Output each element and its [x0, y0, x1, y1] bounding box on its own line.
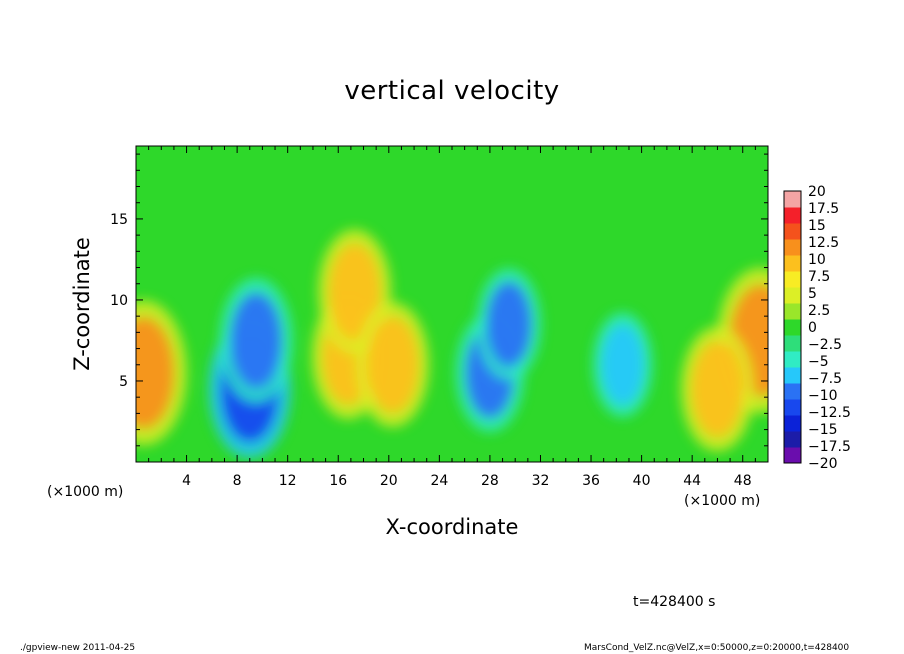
colorbar-label: −2.5	[808, 337, 842, 353]
colorbar-label: 10	[808, 252, 826, 268]
colorbar-segment	[784, 447, 801, 464]
colorbar-segment	[784, 239, 801, 256]
colorbar-label: 12.5	[808, 235, 839, 251]
footer-left: ./gpview-new 2011-04-25	[20, 643, 136, 653]
y-axis-label: Z-coordinate	[70, 237, 94, 371]
colorbar-label: −20	[808, 456, 838, 472]
x-tick-label: 24	[430, 473, 448, 489]
y-tick-label: 10	[110, 293, 128, 309]
heatmap-updraft	[366, 316, 419, 413]
heatmap-updraft	[328, 243, 381, 340]
heatmap-downdraft	[601, 324, 644, 405]
colorbar-label: 5	[808, 286, 817, 302]
x-tick-label: 36	[582, 473, 600, 489]
x-tick-label: 20	[380, 473, 398, 489]
x-unit-label-right: (×1000 m)	[684, 493, 761, 509]
plot-area	[136, 146, 768, 462]
colorbar-segment	[784, 271, 801, 288]
x-tick-label: 48	[734, 473, 752, 489]
colorbar-label: 7.5	[808, 269, 830, 285]
x-unit-label-left: (×1000 m)	[47, 484, 124, 500]
colorbar-label: 20	[808, 184, 826, 200]
x-tick-label: 4	[182, 473, 191, 489]
colorbar-label: −7.5	[808, 371, 842, 387]
heatmap-updraft	[691, 341, 744, 438]
y-tick-label: 5	[119, 374, 128, 390]
x-tick-label: 28	[481, 473, 499, 489]
colorbar-segment	[784, 383, 801, 400]
colorbar-segment	[784, 255, 801, 272]
colorbar-segment	[784, 287, 801, 304]
colorbar-segment	[784, 191, 801, 208]
heatmap-updraft	[136, 317, 175, 429]
x-tick-label: 16	[329, 473, 347, 489]
colorbar-label: 2.5	[808, 303, 830, 319]
colorbar-label: −12.5	[808, 405, 851, 421]
colorbar-segment	[784, 223, 801, 240]
colorbar-segment	[784, 351, 801, 368]
time-label: t=428400 s	[633, 594, 716, 610]
colorbar-segment	[784, 367, 801, 384]
colorbar-label: −5	[808, 354, 829, 370]
colorbar-label: −10	[808, 388, 838, 404]
x-tick-label: 40	[633, 473, 651, 489]
colorbar-segment	[784, 319, 801, 336]
colorbar-segment	[784, 399, 801, 416]
x-tick-label: 8	[233, 473, 242, 489]
colorbar-segment	[784, 303, 801, 320]
heatmap-downdraft	[230, 292, 283, 389]
colorbar-label: 17.5	[808, 201, 839, 217]
colorbar-segment	[784, 207, 801, 224]
y-tick-label: 15	[110, 212, 128, 228]
x-tick-label: 32	[532, 473, 550, 489]
colorbar-label: 15	[808, 218, 826, 234]
x-tick-label: 12	[279, 473, 297, 489]
heatmap-downdraft	[486, 281, 532, 368]
colorbar-segment	[784, 431, 801, 448]
colorbar-label: −17.5	[808, 439, 851, 455]
colorbar-label: −15	[808, 422, 838, 438]
colorbar-frame	[783, 190, 802, 464]
chart-title: vertical velocity	[344, 76, 560, 106]
colorbar-label: 0	[808, 320, 817, 336]
x-axis-label: X-coordinate	[385, 515, 519, 539]
colorbar-segment	[784, 415, 801, 432]
footer-right: MarsCond_VelZ.nc@VelZ,x=0:50000,z=0:2000…	[584, 643, 850, 653]
x-tick-label: 44	[683, 473, 701, 489]
colorbar-segment	[784, 335, 801, 352]
